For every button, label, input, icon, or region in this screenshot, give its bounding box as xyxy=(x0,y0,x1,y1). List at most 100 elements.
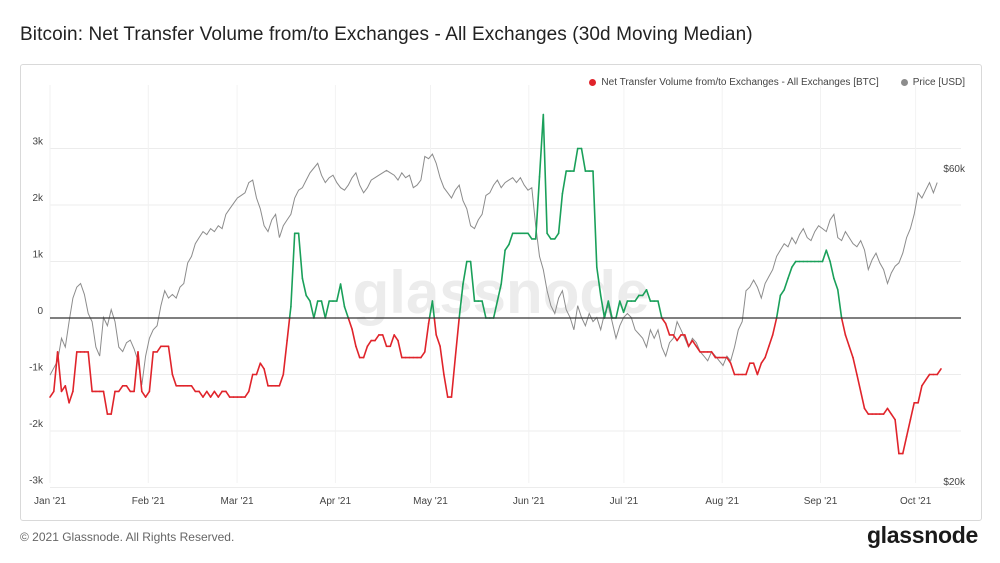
net-transfer-segment xyxy=(64,384,70,404)
net-transfer-segment xyxy=(886,407,893,415)
net-transfer-segment xyxy=(171,373,177,387)
net-transfer-segment xyxy=(435,334,441,348)
net-transfer-segment xyxy=(335,283,342,302)
net-transfer-segment xyxy=(729,362,736,376)
net-transfer-segment xyxy=(905,418,912,438)
x-tick-label: Jul '21 xyxy=(610,496,639,507)
x-tick-label: May '21 xyxy=(413,496,448,507)
net-transfer-segment xyxy=(534,176,541,240)
net-transfer-segment xyxy=(288,305,292,319)
net-transfer-segment xyxy=(936,368,942,376)
price-layer xyxy=(49,153,938,386)
y-left-tick-label: -1k xyxy=(29,363,44,374)
net-transfer-segment xyxy=(431,300,436,319)
net-transfer-segment xyxy=(882,407,889,415)
net-transfer-segment xyxy=(209,390,216,398)
net-transfer-segment xyxy=(433,317,438,336)
net-transfer-segment xyxy=(599,294,606,319)
net-transfer-segment xyxy=(439,345,445,376)
net-transfer-segment xyxy=(672,334,678,342)
net-transfer-segment xyxy=(213,390,220,398)
chart-panel: Net Transfer Volume from/to Exchanges - … xyxy=(20,64,982,521)
brand-logo[interactable]: glassnode xyxy=(866,522,978,548)
net-transfer-segment xyxy=(764,345,770,359)
net-transfer-segment xyxy=(347,317,353,331)
net-transfer-segment xyxy=(52,351,59,393)
net-transfer-segment xyxy=(634,294,640,302)
net-transfer-segment xyxy=(783,277,789,291)
net-transfer-segment xyxy=(760,356,766,365)
net-transfer-segment xyxy=(787,266,793,280)
net-transfer-segment xyxy=(110,390,116,415)
net-transfer-segment xyxy=(917,384,923,404)
net-transfer-segment xyxy=(901,435,908,455)
y-left-tick-label: -3k xyxy=(29,476,44,487)
net-transfer-segment xyxy=(259,362,265,370)
legend-item-price[interactable]: Price [USD] xyxy=(900,77,965,88)
net-transfer-segment xyxy=(102,390,109,415)
net-transfer-segment xyxy=(821,249,828,263)
net-transfer-segment xyxy=(890,413,896,421)
x-tick-label: Jan '21 xyxy=(34,496,66,507)
legend-net-transfer-label: Net Transfer Volume from/to Exchanges - … xyxy=(601,77,879,88)
net-transfer-segment xyxy=(546,232,552,240)
net-transfer-segment xyxy=(779,289,786,297)
net-transfer-segment xyxy=(844,334,851,348)
net-transfer-segment xyxy=(324,300,331,319)
x-tick-label: Apr '21 xyxy=(320,496,352,507)
net-transfer-segment xyxy=(87,351,93,393)
net-transfer-segment xyxy=(607,300,613,319)
net-transfer-segment xyxy=(190,384,197,393)
net-transfer-segment xyxy=(469,260,476,302)
net-transfer-segment xyxy=(118,384,124,393)
legend-item-net-transfer[interactable]: Net Transfer Volume from/to Exchanges - … xyxy=(589,77,879,88)
legend-net-transfer-dot xyxy=(589,79,597,86)
net-transfer-segment xyxy=(343,305,350,319)
x-tick-label: Mar '21 xyxy=(221,496,254,507)
net-transfer-segment xyxy=(791,260,797,268)
net-transfer-segment xyxy=(362,345,369,359)
net-transfer-segment xyxy=(500,249,506,285)
net-transfer-segment xyxy=(622,300,629,314)
net-transfer-segment xyxy=(481,300,487,319)
net-transfer-segment xyxy=(141,390,147,398)
net-transfer-segment xyxy=(848,345,854,359)
net-transfer-segment xyxy=(836,289,843,319)
net-layer xyxy=(49,113,942,455)
net-transfer-segment xyxy=(133,351,139,393)
net-transfer-segment xyxy=(691,339,698,348)
net-transfer-segment xyxy=(217,390,223,398)
net-transfer-segment xyxy=(618,300,625,314)
net-transfer-segment xyxy=(726,356,732,365)
y-left-tick-label: 0 xyxy=(37,306,43,317)
net-transfer-segment xyxy=(745,362,751,376)
net-transfer-segment xyxy=(56,351,63,393)
net-transfer-segment xyxy=(389,334,396,348)
net-transfer-segment xyxy=(144,390,151,398)
net-transfer-segment xyxy=(137,351,143,393)
net-transfer-segment xyxy=(313,300,319,319)
y-left-tick-label: 1k xyxy=(32,250,44,261)
net-transfer-segment xyxy=(492,300,499,319)
net-transfer-segment xyxy=(863,407,870,415)
net-transfer-segment xyxy=(366,339,373,348)
net-transfer-segment xyxy=(49,390,55,398)
net-transfer-segment xyxy=(450,356,457,398)
net-transfer-segment xyxy=(397,339,403,359)
net-transfer-segment xyxy=(167,345,174,376)
net-transfer-segment xyxy=(355,345,361,359)
net-transfer-segment xyxy=(423,322,430,353)
net-transfer-segment xyxy=(603,300,610,319)
net-transfer-segment xyxy=(351,328,357,348)
net-transfer-segment xyxy=(683,334,690,348)
net-transfer-segment xyxy=(68,390,74,404)
net-transfer-segment xyxy=(859,390,866,410)
net-transfer-segment xyxy=(255,362,262,376)
net-transfer-segment xyxy=(393,334,399,342)
net-transfer-segment xyxy=(278,373,285,387)
net-transfer-segment xyxy=(427,317,431,325)
net-transfer-segment xyxy=(156,345,162,353)
net-transfer-segment xyxy=(206,390,212,398)
net-transfer-segment xyxy=(454,317,461,359)
